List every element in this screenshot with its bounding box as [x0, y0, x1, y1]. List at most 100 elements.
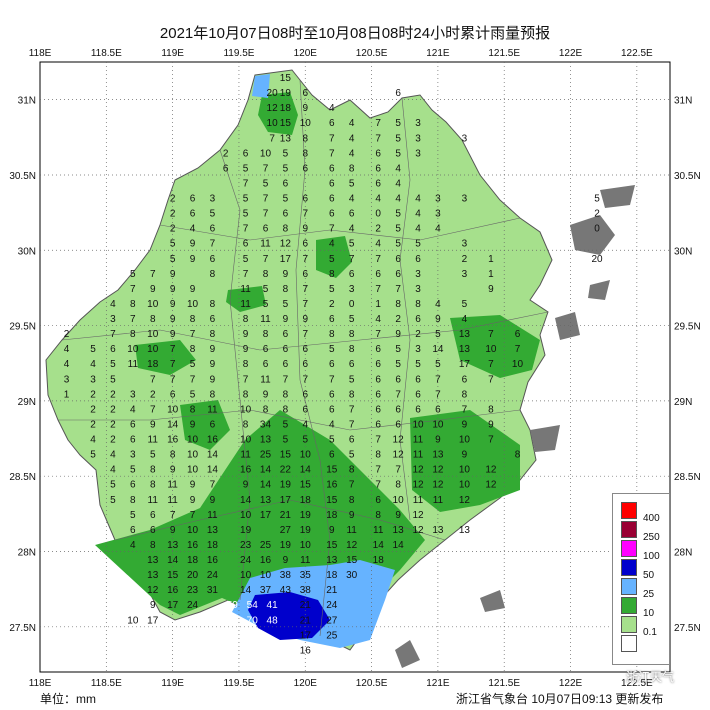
rainfall-value: 6	[415, 404, 421, 415]
legend-swatch	[621, 635, 637, 652]
rainfall-value: 9	[150, 600, 156, 611]
rainfall-value: 7	[329, 133, 335, 144]
rainfall-value: 2	[90, 404, 96, 415]
rainfall-value: 3	[462, 269, 468, 280]
rainfall-value: 37	[260, 585, 272, 596]
legend-swatch	[621, 597, 637, 614]
rainfall-value: 8	[395, 480, 401, 491]
rainfall-value: 11	[148, 435, 159, 446]
rainfall-value: 27	[326, 615, 338, 626]
rainfall-value: 7	[349, 404, 355, 415]
rainfall-value: 4	[395, 194, 401, 205]
rainfall-value: 12	[412, 510, 424, 521]
rainfall-value: 6	[375, 404, 381, 415]
rainfall-value: 5	[283, 299, 289, 310]
rainfall-value: 8	[150, 314, 156, 325]
rainfall-value: 1	[375, 299, 381, 310]
rainfall-value: 2	[415, 329, 421, 340]
rainfall-value: 6	[223, 163, 229, 174]
rainfall-value: 2	[170, 209, 176, 220]
x-tick-label: 119.5E	[223, 678, 254, 689]
rainfall-value: 13	[280, 133, 292, 144]
rainfall-value: 3	[462, 194, 468, 205]
rainfall-value: 7	[349, 480, 355, 491]
rainfall-value: 7	[269, 133, 275, 144]
rainfall-value: 9	[170, 525, 176, 536]
rainfall-value: 6	[130, 525, 136, 536]
rainfall-value: 20	[591, 254, 603, 265]
y-tick-label: 30.5N	[9, 171, 36, 182]
rainfall-value: 22	[280, 465, 292, 476]
rainfall-value: 11	[167, 495, 178, 506]
x-tick-label: 120E	[294, 48, 318, 59]
rainfall-value: 16	[326, 480, 338, 491]
rainfall-value: 5	[190, 359, 196, 370]
rainfall-value: 8	[415, 299, 421, 310]
rainfall-value: 8	[349, 163, 355, 174]
rainfall-value: 8	[243, 389, 249, 400]
rainfall-value: 15	[346, 555, 358, 566]
rainfall-value: 1	[488, 254, 494, 265]
rainfall-value: 9	[170, 314, 176, 325]
rainfall-value: 6	[130, 480, 136, 491]
rainfall-value: 7	[375, 118, 381, 129]
rainfall-value: 11	[413, 495, 424, 506]
rainfall-value: 24	[187, 600, 199, 611]
x-tick-label: 120.5E	[356, 48, 388, 59]
rainfall-value: 9	[170, 329, 176, 340]
rainfall-value: 6	[243, 148, 249, 159]
legend-swatch	[621, 578, 637, 595]
rainfall-value: 12	[412, 465, 424, 476]
rainfall-value: 6	[349, 435, 355, 446]
rainfall-value: 6	[329, 118, 335, 129]
rainfall-value: 5	[243, 163, 249, 174]
rainfall-value: 19	[300, 525, 312, 536]
rainfall-value: 5	[395, 118, 401, 129]
x-tick-label: 122E	[559, 678, 583, 689]
rainfall-value: 4	[435, 299, 441, 310]
rainfall-value: 9	[190, 419, 196, 430]
rainfall-value: 2	[64, 329, 70, 340]
rainfall-value: 7	[302, 209, 308, 220]
rainfall-value: 8	[130, 329, 136, 340]
rainfall-value: 8	[150, 465, 156, 476]
rainfall-value: 4	[395, 178, 401, 189]
rainfall-value: 25	[260, 450, 272, 461]
rainfall-value: 7	[170, 359, 176, 370]
rainfall-value: 6	[302, 163, 308, 174]
rainfall-value: 8	[263, 329, 269, 340]
rainfall-value: 5	[395, 133, 401, 144]
rainfall-value: 12	[485, 465, 497, 476]
rainfall-value: 7	[329, 224, 335, 235]
rainfall-value: 3	[110, 314, 116, 325]
rainfall-value: 8	[190, 404, 196, 415]
rainfall-value: 6	[329, 389, 335, 400]
rainfall-value: 12	[432, 480, 444, 491]
rainfall-value: 18	[280, 103, 292, 114]
rainfall-value: 4	[462, 314, 468, 325]
rainfall-value: 48	[227, 645, 239, 656]
rainfall-value: 8	[263, 269, 269, 280]
rainfall-value: 7	[488, 329, 494, 340]
rainfall-value: 14	[240, 585, 252, 596]
rainfall-value: 7	[243, 374, 249, 385]
rainfall-value: 31	[207, 585, 219, 596]
rainfall-value: 2	[170, 194, 176, 205]
rainfall-value: 8	[515, 450, 521, 461]
rainfall-value: 6	[329, 163, 335, 174]
x-tick-label: 118.5E	[91, 48, 122, 59]
rainfall-value: 6	[150, 525, 156, 536]
rainfall-value: 5	[110, 359, 116, 370]
rainfall-value: 18	[187, 555, 199, 566]
rainfall-value: 6	[263, 359, 269, 370]
rainfall-value: 5	[415, 239, 421, 250]
rainfall-value: 4	[349, 194, 355, 205]
rainfall-value: 17	[300, 630, 312, 641]
rainfall-value: 6	[283, 209, 289, 220]
rainfall-value: 4	[329, 419, 335, 430]
rainfall-value: 3	[415, 133, 421, 144]
rainfall-value: 70	[247, 615, 259, 626]
rainfall-value: 5	[435, 359, 441, 370]
rainfall-value: 2	[395, 314, 401, 325]
